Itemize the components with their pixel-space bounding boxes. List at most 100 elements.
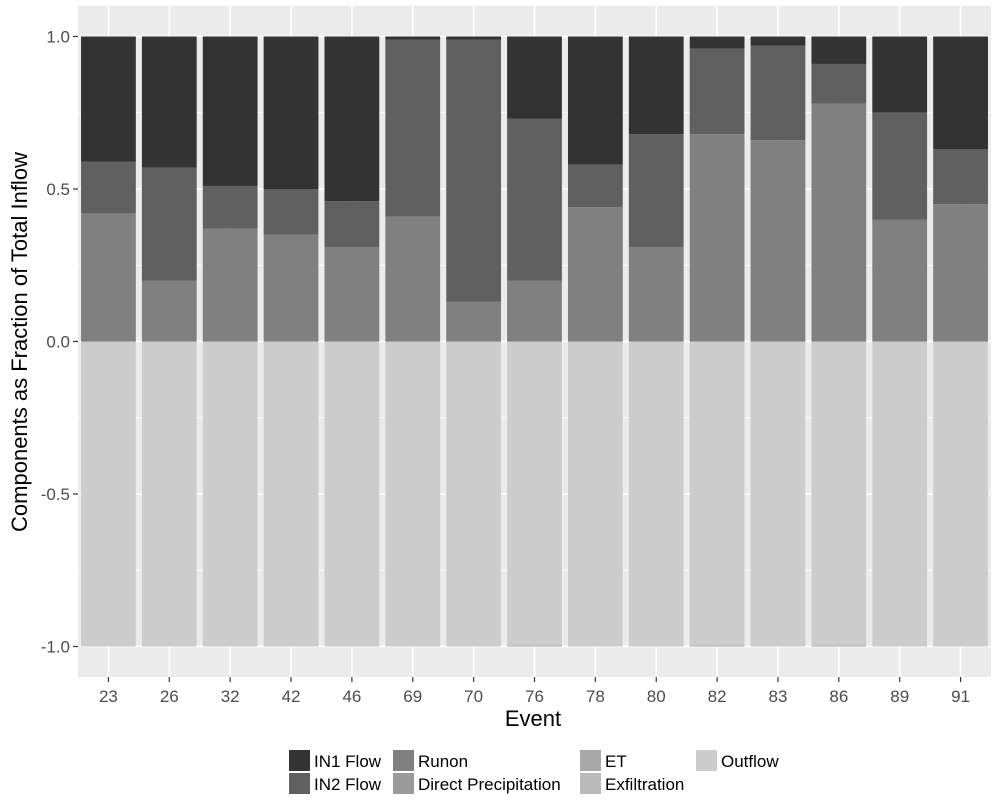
x-tick-label: 83: [769, 687, 788, 706]
bar-runon-event-78: [567, 207, 623, 342]
bar-outflow-event-91: [933, 341, 988, 647]
bar-outflow-event-23: [81, 341, 136, 647]
bar-outflow-event-86: [811, 341, 867, 646]
bar-et-event-86: [811, 645, 867, 647]
bar-outflow-event-83: [750, 341, 806, 647]
bar-in1-flow-event-86: [811, 36, 867, 64]
legend-key-exfiltration: [580, 773, 601, 794]
legend-label-runon: Runon: [418, 752, 468, 771]
bar-runon-event-89: [872, 219, 928, 342]
bar-outflow-event-82: [689, 341, 745, 646]
bar-in2-flow-event-46: [324, 201, 380, 247]
bar-outflow-event-42: [263, 341, 319, 647]
bar-in2-flow-event-23: [81, 161, 136, 214]
legend-key-runon: [393, 750, 414, 771]
y-tick-label: -1.0: [41, 638, 70, 657]
bar-runon-event-69: [385, 216, 441, 342]
bar-in1-flow-event-70: [446, 36, 502, 40]
bar-outflow-event-78: [567, 341, 623, 647]
bar-outflow-event-80: [628, 341, 684, 647]
y-tick-label: 1.0: [46, 28, 70, 47]
x-tick-label: 42: [282, 687, 301, 706]
bar-in1-flow-event-91: [933, 36, 988, 150]
legend-label-direct-precipitation: Direct Precipitation: [418, 775, 561, 794]
bar-in2-flow-event-91: [933, 149, 988, 205]
bar-runon-event-76: [507, 280, 562, 342]
legend-key-et: [580, 750, 601, 771]
x-tick-label: 70: [464, 687, 483, 706]
bar-outflow-event-76: [507, 341, 562, 646]
legend: IN1 Flow IN2 Flow Runon Direct Precipitatio…: [289, 750, 779, 794]
bar-in2-flow-event-42: [263, 189, 319, 235]
bar-outflow-event-26: [141, 341, 197, 647]
bar-outflow-event-46: [324, 341, 380, 647]
x-tick-label: 76: [525, 687, 544, 706]
x-axis: 23 26 32 42 46 69 70 76 78 80 82 83 86 89 91: [99, 677, 970, 706]
bar-in2-flow-event-70: [446, 39, 502, 302]
x-tick-label: 26: [160, 687, 179, 706]
y-tick-label: 0.0: [46, 333, 70, 352]
bar-outflow-event-89: [872, 341, 928, 647]
legend-label-in2-flow: IN2 Flow: [314, 775, 382, 794]
bar-in2-flow-event-89: [872, 112, 928, 220]
x-tick-label: 86: [829, 687, 848, 706]
bar-in1-flow-event-80: [628, 36, 684, 135]
legend-key-outflow: [696, 750, 717, 771]
bar-in2-flow-event-32: [202, 185, 258, 229]
bar-in1-flow-event-42: [263, 36, 319, 189]
bar-runon-event-80: [628, 246, 684, 342]
x-tick-label: 82: [708, 687, 727, 706]
x-tick-label: 89: [890, 687, 909, 706]
bars: [81, 36, 988, 647]
bar-runon-event-82: [689, 134, 745, 342]
bar-in2-flow-event-80: [628, 134, 684, 247]
x-tick-label: 69: [403, 687, 422, 706]
bar-in2-flow-event-26: [141, 167, 197, 281]
bar-runon-event-42: [263, 234, 319, 342]
y-tick-label: 0.5: [46, 180, 70, 199]
x-tick-label: 23: [99, 687, 118, 706]
x-tick-label: 46: [342, 687, 361, 706]
bar-runon-event-86: [811, 103, 867, 342]
bar-in2-flow-event-86: [811, 63, 867, 104]
bar-in1-flow-event-69: [385, 36, 441, 40]
legend-key-direct-precipitation: [393, 773, 414, 794]
bar-in1-flow-event-83: [750, 36, 806, 46]
y-axis-title: Components as Fraction of Total Inflow: [7, 152, 32, 532]
x-tick-label: 91: [951, 687, 970, 706]
bar-outflow-event-69: [385, 341, 441, 647]
x-tick-label: 32: [221, 687, 240, 706]
bar-in1-flow-event-89: [872, 36, 928, 113]
x-tick-label: 78: [586, 687, 605, 706]
y-axis: -1.0 -0.5 0.0 0.5 1.0: [41, 28, 78, 657]
bar-et-event-76: [507, 645, 562, 647]
y-tick-label: -0.5: [41, 485, 70, 504]
bar-runon-event-23: [81, 213, 136, 342]
x-tick-label: 80: [647, 687, 666, 706]
legend-label-outflow: Outflow: [721, 752, 779, 771]
bar-in2-flow-event-78: [567, 164, 623, 208]
bar-runon-event-83: [750, 140, 806, 342]
legend-label-et: ET: [605, 752, 627, 771]
bar-in1-flow-event-32: [202, 36, 258, 186]
bar-outflow-event-32: [202, 341, 258, 647]
bar-runon-event-70: [446, 301, 502, 342]
bar-in1-flow-event-82: [689, 36, 745, 49]
bar-et-event-82: [689, 645, 745, 647]
bar-in2-flow-event-76: [507, 118, 562, 281]
bar-in2-flow-event-82: [689, 48, 745, 135]
bar-runon-event-46: [324, 246, 380, 342]
bar-in1-flow-event-26: [141, 36, 197, 168]
bar-in1-flow-event-23: [81, 36, 136, 162]
legend-label-exfiltration: Exfiltration: [605, 775, 684, 794]
bar-runon-event-32: [202, 228, 258, 342]
bar-outflow-event-70: [446, 341, 502, 647]
legend-label-in1-flow: IN1 Flow: [314, 752, 382, 771]
bar-in2-flow-event-83: [750, 45, 806, 141]
bar-in1-flow-event-46: [324, 36, 380, 202]
bar-in1-flow-event-78: [567, 36, 623, 165]
bar-runon-event-91: [933, 204, 988, 342]
legend-key-in1-flow: [289, 750, 310, 771]
bar-runon-event-26: [141, 280, 197, 342]
